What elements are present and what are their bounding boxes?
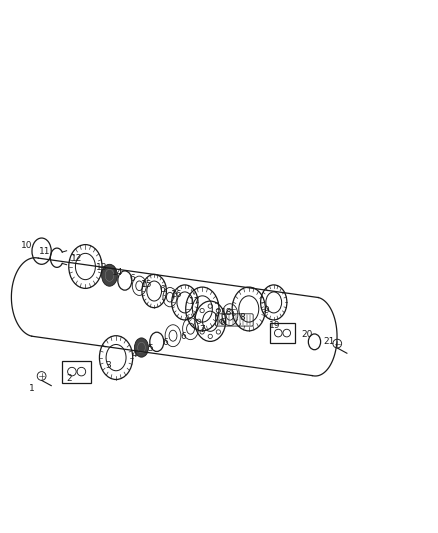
Text: 20: 20 (301, 330, 312, 339)
Text: 16: 16 (171, 290, 183, 299)
Text: 6: 6 (219, 318, 226, 327)
Text: 6: 6 (159, 285, 165, 294)
Text: 13: 13 (96, 263, 107, 272)
Text: 14: 14 (112, 268, 123, 277)
Text: 12: 12 (71, 254, 82, 263)
Text: 18: 18 (221, 309, 233, 318)
Text: 15: 15 (141, 279, 152, 288)
Text: 6: 6 (129, 274, 135, 283)
Text: 5: 5 (147, 344, 153, 353)
Text: 9: 9 (263, 306, 269, 315)
Text: 11: 11 (39, 247, 51, 256)
Text: 19: 19 (269, 321, 281, 330)
Ellipse shape (134, 338, 148, 357)
Text: 10: 10 (21, 241, 33, 250)
Ellipse shape (102, 264, 117, 286)
Text: 4: 4 (131, 351, 137, 359)
Text: 7: 7 (199, 325, 205, 334)
Text: 21: 21 (324, 337, 335, 346)
Text: 6: 6 (162, 338, 169, 347)
Bar (270, 324, 295, 343)
Text: 1: 1 (28, 384, 35, 393)
Text: 3: 3 (106, 361, 112, 370)
Text: 2: 2 (67, 374, 72, 383)
Text: 6: 6 (180, 332, 186, 341)
Text: 8: 8 (239, 313, 245, 322)
Text: 17: 17 (189, 297, 200, 306)
Bar (62, 361, 91, 383)
